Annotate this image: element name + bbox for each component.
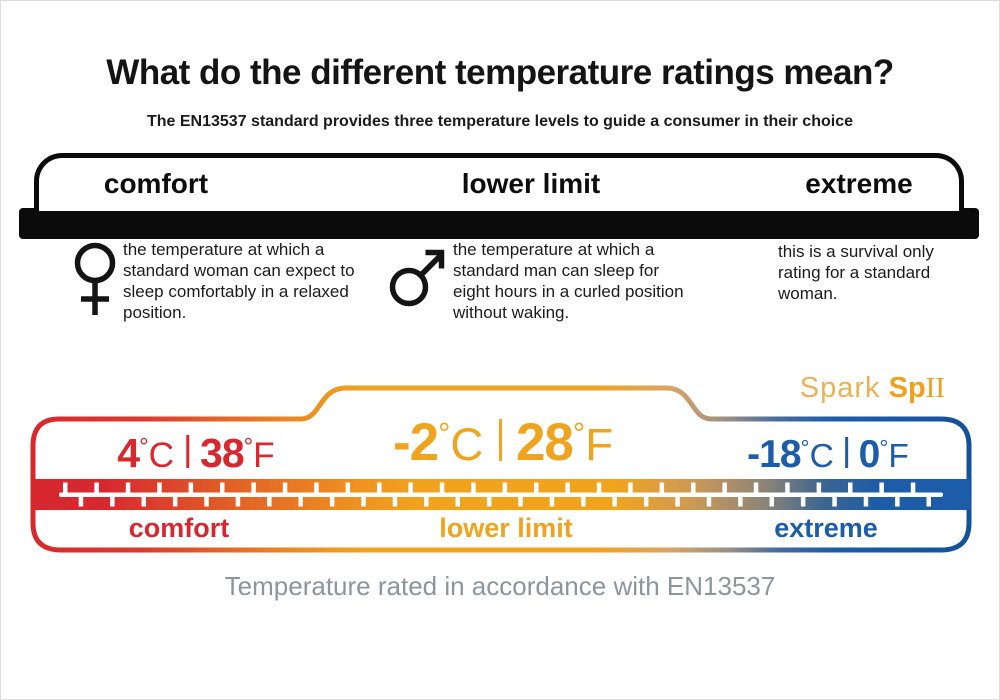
zone-label-lower-limit: lower limit <box>439 513 573 543</box>
page-subtitle: The EN13537 standard provides three temp… <box>146 113 853 130</box>
lower-limit-fahrenheit-value: 28 <box>515 413 574 472</box>
comfort-description: the temperature at which a standard woma… <box>123 240 355 323</box>
comfort-temperature: 4°C 38°F <box>117 430 274 477</box>
celsius-unit: C <box>148 436 175 475</box>
zone-label-extreme: extreme <box>774 513 878 543</box>
degree-symbol: ° <box>438 416 451 452</box>
brand-model-numeral: II <box>925 372 945 404</box>
fahrenheit-unit: F <box>253 436 275 475</box>
brand-label: Spark SpII <box>800 372 945 405</box>
lower-limit-description: the temperature at which a standard man … <box>453 240 684 323</box>
band-label-comfort: comfort <box>103 168 209 199</box>
band-label-lower-limit: lower limit <box>461 168 601 199</box>
degree-symbol: ° <box>243 433 254 461</box>
footer-note: Temperature rated in accordance with EN1… <box>224 571 776 601</box>
divider <box>845 436 849 468</box>
lower-limit-temperature: -2°C 28°F <box>393 412 613 473</box>
extreme-description: this is a survival only rating for a sta… <box>778 242 934 304</box>
brand-model-prefix: Sp <box>888 372 926 404</box>
extreme-celsius-value: -18 <box>747 433 801 476</box>
degree-symbol: ° <box>572 416 586 452</box>
scale-centerline <box>59 492 943 497</box>
comfort-celsius-value: 4 <box>117 430 140 476</box>
header-black-bar <box>19 208 979 239</box>
degree-symbol: ° <box>800 435 810 461</box>
page-title: What do the different temperature rating… <box>106 53 894 92</box>
scale-tick-marks <box>63 482 931 507</box>
thermometer-frame <box>30 385 972 553</box>
fahrenheit-unit: F <box>585 419 614 470</box>
divider <box>186 435 190 468</box>
divider <box>499 418 503 462</box>
zone-label-comfort: comfort <box>128 513 230 543</box>
brand-name: Spark <box>799 372 881 404</box>
celsius-unit: C <box>809 438 834 475</box>
celsius-unit: C <box>450 419 484 470</box>
thermometer-graphic: 4°C 38°F -2°C 28°F -18°C 0°F comfort lower … <box>29 384 973 556</box>
male-symbol-icon <box>389 245 447 312</box>
band-label-extreme: extreme <box>805 168 913 199</box>
female-symbol-icon <box>71 241 119 324</box>
extreme-fahrenheit-value: 0 <box>858 433 881 476</box>
comfort-fahrenheit-value: 38 <box>200 430 245 476</box>
extreme-temperature: -18°C 0°F <box>747 433 909 477</box>
header-rating-box <box>34 153 964 211</box>
degree-symbol: ° <box>139 433 149 461</box>
lower-limit-celsius-value: -2 <box>392 413 439 472</box>
fahrenheit-unit: F <box>888 438 909 475</box>
degree-symbol: ° <box>879 435 889 461</box>
thermometer-outline <box>30 385 972 553</box>
